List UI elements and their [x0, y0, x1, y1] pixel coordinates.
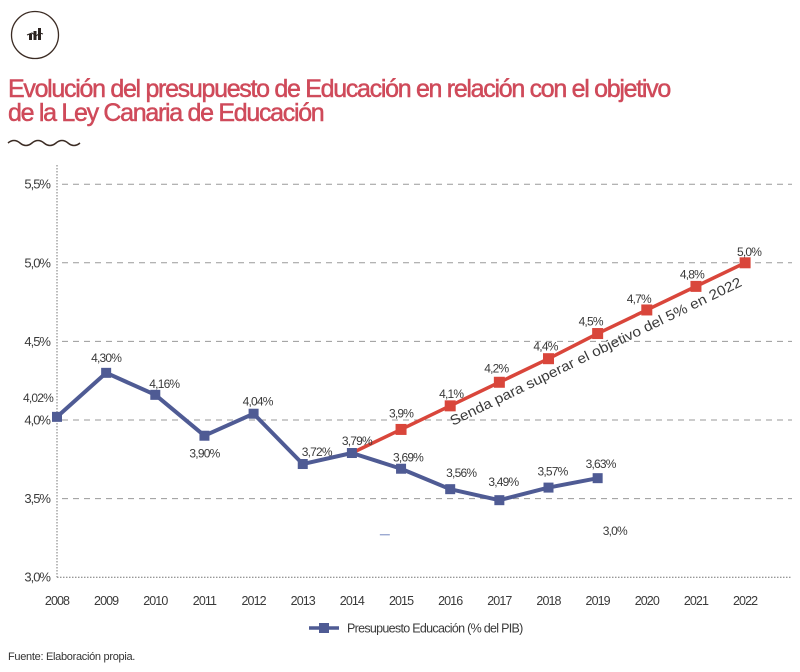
data-label-senda: 4,7% — [627, 292, 652, 306]
x-tick-label: 2012 — [241, 594, 266, 608]
x-tick-label: 2009 — [94, 594, 119, 608]
data-point-presupuesto — [101, 367, 112, 378]
data-point-presupuesto — [445, 484, 456, 495]
data-label-senda: 4,8% — [680, 267, 705, 281]
data-point-senda — [641, 304, 653, 316]
annotation-label: 3,0% — [603, 524, 628, 538]
data-point-presupuesto — [346, 448, 357, 459]
path-annotation-label: Senda para superar el objetivo del 5% en… — [447, 274, 744, 429]
x-tick-label: 2010 — [143, 594, 168, 608]
chart-title-line-2: de la Ley Canaria de Educación — [8, 99, 325, 127]
data-label-senda: 4,1% — [439, 387, 464, 401]
x-tick-label: 2017 — [487, 594, 512, 608]
chart-logo-icon — [10, 10, 60, 60]
x-tick-label: 2021 — [684, 594, 709, 608]
x-tick-label: 2016 — [438, 594, 463, 608]
legend-marker — [319, 623, 329, 633]
data-label-presupuesto: 3,49% — [488, 475, 519, 489]
data-label-presupuesto: 3,69% — [393, 451, 424, 465]
data-label-senda: 4,4% — [533, 340, 558, 354]
data-point-senda — [690, 280, 702, 292]
data-point-senda — [739, 257, 751, 269]
data-point-presupuesto — [297, 459, 308, 470]
data-label-presupuesto: 3,90% — [189, 447, 220, 461]
data-label-presupuesto: 4,04% — [243, 395, 274, 409]
x-tick-label: 2022 — [733, 594, 758, 608]
y-tick-label: 5,0% — [24, 255, 51, 270]
data-label-senda: 4,5% — [579, 315, 604, 329]
data-point-presupuesto — [52, 411, 62, 422]
data-label-presupuesto: 3,72% — [302, 445, 333, 459]
data-label-presupuesto: 3,56% — [446, 466, 477, 480]
x-tick-label: 2011 — [193, 594, 217, 608]
data-label-senda: 4,2% — [484, 361, 509, 375]
series-line-presupuesto — [55, 370, 599, 503]
data-label-senda: 3,9% — [389, 406, 414, 420]
data-label-presupuesto: 3,57% — [537, 465, 568, 479]
data-point-senda — [543, 353, 554, 365]
data-point-senda — [395, 423, 407, 435]
wave-divider-icon — [7, 139, 81, 147]
y-tick-label: 4,5% — [24, 334, 51, 349]
x-tick-label: 2013 — [291, 594, 316, 608]
x-tick-label: 2018 — [536, 594, 561, 608]
x-tick-label: 2008 — [45, 594, 70, 608]
data-point-presupuesto — [248, 408, 259, 419]
data-point-presupuesto — [543, 482, 554, 493]
data-point-senda — [592, 328, 604, 340]
data-point-senda — [493, 376, 505, 388]
data-label-presupuesto: 3,63% — [586, 457, 617, 471]
data-label-presupuesto: 4,16% — [149, 377, 180, 391]
x-tick-label: 2015 — [389, 594, 414, 608]
y-tick-label: 5,5% — [24, 177, 51, 192]
x-tick-label: 2014 — [340, 594, 365, 608]
data-point-senda — [444, 400, 456, 412]
data-label-presupuesto: 3,79% — [342, 434, 373, 448]
data-point-presupuesto — [396, 463, 407, 474]
data-point-presupuesto — [150, 389, 161, 400]
data-label-presupuesto: 4,30% — [91, 351, 122, 365]
y-tick-label: 3,5% — [24, 491, 51, 506]
data-point-presupuesto — [592, 473, 603, 484]
x-tick-label: 2020 — [635, 594, 660, 608]
x-tick-label: 2019 — [586, 594, 611, 608]
data-point-presupuesto — [494, 495, 505, 506]
y-tick-label: 4,0% — [24, 413, 51, 428]
chart-title-line-1: Evolución del presupuesto de Educación e… — [8, 75, 672, 103]
y-tick-label: 3,0% — [24, 570, 51, 585]
data-point-presupuesto — [199, 430, 210, 441]
data-label-presupuesto: 4,02% — [23, 391, 54, 405]
source-note: Fuente: Elaboración propia. — [8, 651, 136, 663]
data-label-senda: 5,0% — [737, 245, 762, 259]
legend-label: Presupuesto Educación (% del PIB) — [347, 622, 523, 636]
